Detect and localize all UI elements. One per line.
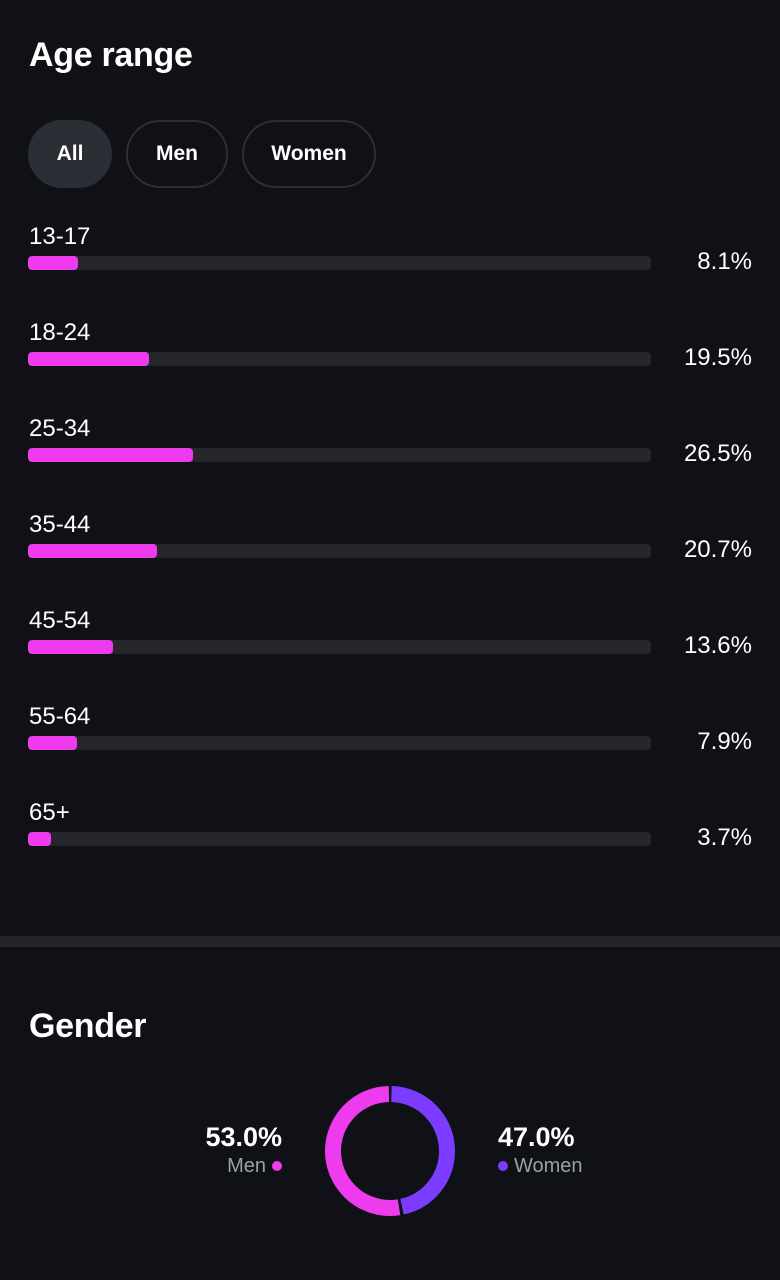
age-bar-fill xyxy=(28,256,78,270)
age-percent: 26.5% xyxy=(683,440,752,467)
gender-donut-chart xyxy=(325,1086,455,1216)
men-legend-label: Men xyxy=(227,1155,266,1177)
age-bar-track xyxy=(28,640,651,654)
age-bar-track xyxy=(28,736,651,750)
age-bar-track xyxy=(28,448,651,462)
age-row-35-44: 35-44 20.7% xyxy=(28,511,752,581)
age-row-55-64: 55-64 7.9% xyxy=(28,703,752,773)
age-label: 55-64 xyxy=(29,703,91,730)
age-label: 35-44 xyxy=(29,511,91,538)
women-legend-dot xyxy=(498,1161,508,1171)
age-range-section: Age range All Men Women 13-17 8.1% 18-24… xyxy=(28,36,752,869)
age-bar-fill xyxy=(28,640,113,654)
men-percent: 53.0% xyxy=(205,1122,282,1152)
women-legend: Women xyxy=(498,1154,583,1178)
women-legend-label: Women xyxy=(514,1155,583,1177)
age-bar-fill xyxy=(28,736,77,750)
age-range-title: Age range xyxy=(29,36,193,74)
age-filter-chips: All Men Women xyxy=(28,120,376,188)
age-bar-track xyxy=(28,832,651,846)
men-legend-dot xyxy=(272,1161,282,1171)
age-bar-fill xyxy=(28,448,193,462)
age-row-13-17: 13-17 8.1% xyxy=(28,223,752,293)
age-label: 13-17 xyxy=(29,223,91,250)
age-bar-fill xyxy=(28,832,51,846)
age-bar-fill xyxy=(28,352,149,366)
age-label: 18-24 xyxy=(29,319,91,346)
gender-title: Gender xyxy=(29,1007,147,1045)
age-row-18-24: 18-24 19.5% xyxy=(28,319,752,389)
donut-segment-women xyxy=(325,1086,455,1216)
section-divider xyxy=(0,936,780,947)
age-bar-track xyxy=(28,544,651,558)
filter-men-chip[interactable]: Men xyxy=(126,120,228,188)
filter-all-chip[interactable]: All xyxy=(28,120,112,188)
age-row-25-34: 25-34 26.5% xyxy=(28,415,752,485)
age-percent: 13.6% xyxy=(683,632,752,659)
age-label: 25-34 xyxy=(29,415,91,442)
women-percent: 47.0% xyxy=(498,1122,575,1152)
age-bar-track xyxy=(28,256,651,270)
age-label: 65+ xyxy=(29,799,70,826)
age-percent: 7.9% xyxy=(697,728,752,755)
men-legend: Men xyxy=(205,1154,282,1178)
age-percent: 19.5% xyxy=(683,344,752,371)
age-bar-fill xyxy=(28,544,157,558)
age-row-65-plus: 65+ 3.7% xyxy=(28,799,752,869)
donut-segment-men xyxy=(325,1086,455,1216)
age-percent: 3.7% xyxy=(697,824,752,851)
age-percent: 20.7% xyxy=(683,536,752,563)
gender-women-stat: 47.0% Women xyxy=(498,1120,583,1178)
age-percent: 8.1% xyxy=(697,248,752,275)
age-label: 45-54 xyxy=(29,607,91,634)
age-row-45-54: 45-54 13.6% xyxy=(28,607,752,677)
age-bar-track xyxy=(28,352,651,366)
gender-men-stat: 53.0% Men xyxy=(205,1120,282,1178)
filter-women-chip[interactable]: Women xyxy=(242,120,376,188)
